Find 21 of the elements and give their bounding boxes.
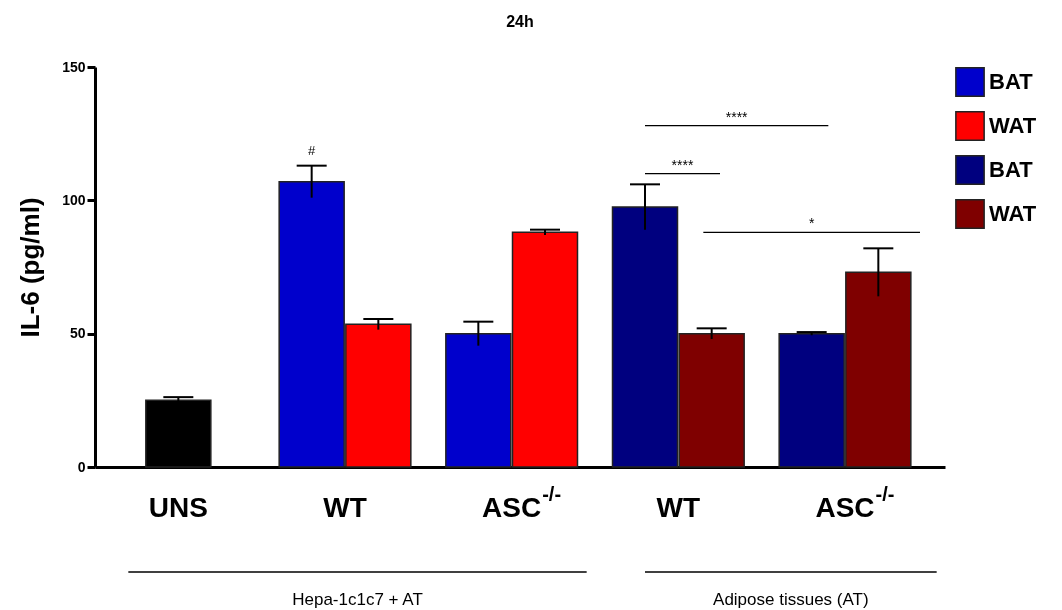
y-tick-label: 0 bbox=[77, 458, 86, 475]
legend-label: WAT bbox=[989, 113, 1037, 138]
annotation: **** bbox=[671, 156, 694, 173]
y-tick-label: 150 bbox=[62, 58, 86, 75]
legend-label: BAT bbox=[989, 69, 1034, 94]
y-tick-label: 100 bbox=[62, 191, 86, 208]
x-tick-label: WT bbox=[323, 492, 367, 523]
x-tick-label: WT bbox=[656, 492, 701, 523]
annotation: **** bbox=[725, 108, 749, 125]
legend-label: BAT bbox=[989, 157, 1034, 182]
text: Adipose tissues (AT) bbox=[713, 590, 869, 609]
annotation: # bbox=[308, 142, 317, 158]
annotation: * bbox=[808, 215, 815, 232]
chart-title: 24h bbox=[506, 13, 534, 30]
legend-label: WAT bbox=[989, 201, 1037, 226]
text: Hepa-1c1c7 + AT bbox=[292, 590, 423, 609]
category-label: ASC-/- bbox=[815, 483, 895, 523]
x-tick-label: UNS bbox=[148, 492, 208, 523]
category-label: ASC-/- bbox=[482, 483, 562, 523]
y-tick-label: 50 bbox=[69, 325, 86, 342]
y-axis-title: IL-6 (pg/ml) bbox=[15, 197, 46, 338]
